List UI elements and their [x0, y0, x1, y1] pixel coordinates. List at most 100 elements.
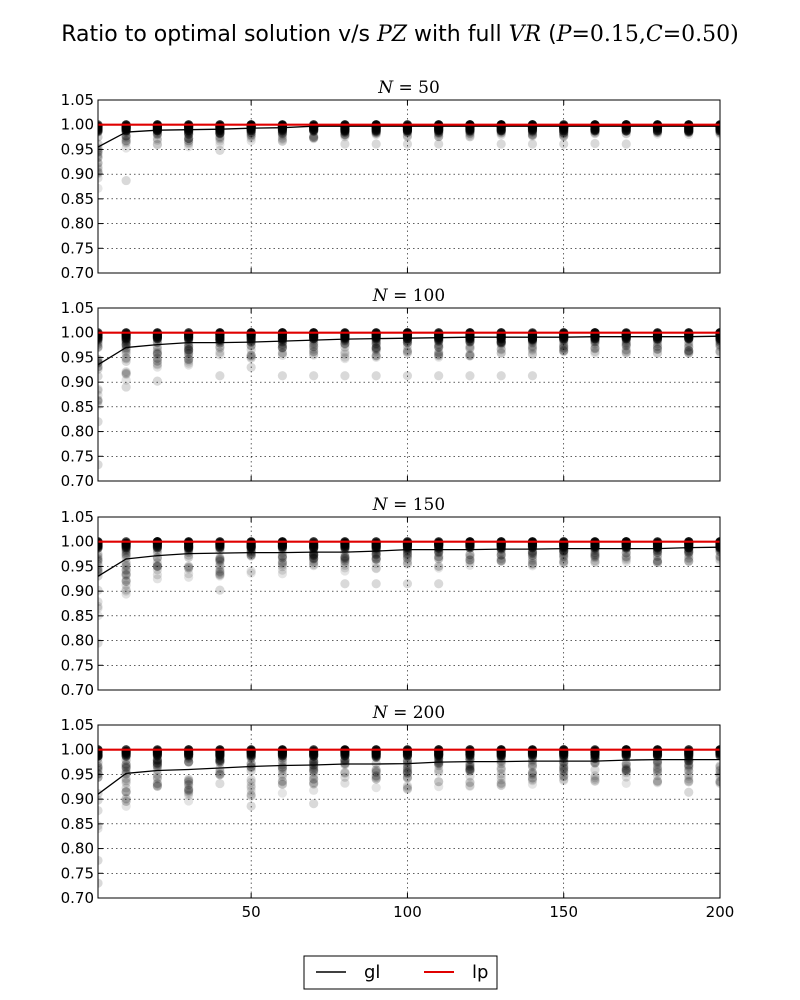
- data-point: [121, 796, 131, 807]
- data-point: [215, 126, 225, 136]
- data-point: [98, 152, 103, 162]
- data-point: [184, 349, 194, 359]
- data-point: [621, 763, 631, 773]
- data-point: [277, 334, 288, 344]
- data-point: [121, 550, 131, 560]
- data-point: [559, 763, 569, 773]
- data-point: [121, 787, 131, 797]
- data-point: [184, 774, 194, 784]
- panel-title: N = 100: [372, 286, 445, 306]
- data-point: [152, 344, 162, 354]
- data-point: [371, 767, 381, 778]
- data-point: [309, 550, 319, 560]
- data-point: [277, 779, 288, 790]
- data-point: [684, 346, 694, 357]
- panel-n-150: N = 150 0.70 0.75 0.80 0.85 0.90 0.95 1.00 1.05: [61, 495, 721, 699]
- data-point: [184, 776, 194, 786]
- data-point-outlier: [340, 579, 350, 589]
- data-point: [184, 562, 194, 572]
- data-point: [309, 779, 319, 789]
- data-point: [684, 342, 694, 352]
- data-point: [309, 344, 319, 354]
- data-point: [465, 343, 475, 353]
- data-point-outlier: [340, 139, 350, 149]
- data-point: [715, 776, 720, 786]
- data-point-outlier: [277, 371, 288, 381]
- y-tick-label: 0.95: [61, 765, 94, 783]
- data-point-outlier: [496, 371, 506, 381]
- data-point: [527, 561, 538, 571]
- panel-title-var: N: [377, 78, 394, 98]
- data-point: [152, 780, 162, 791]
- data-point: [684, 126, 694, 136]
- data-point: [340, 751, 350, 761]
- data-point: [340, 556, 350, 566]
- data-point: [184, 784, 194, 794]
- data-point: [496, 344, 506, 354]
- data-point: [98, 147, 103, 157]
- data-point: [184, 354, 194, 364]
- title-part: =0.15,: [571, 22, 645, 47]
- data-point: [277, 136, 288, 146]
- data-point: [621, 764, 631, 774]
- data-point: [246, 566, 256, 576]
- data-point: [715, 751, 720, 761]
- data-point: [590, 551, 600, 561]
- data-point: [184, 790, 194, 800]
- data-point: [621, 553, 631, 563]
- data-point: [184, 133, 194, 144]
- data-point: [559, 771, 569, 782]
- data-point: [402, 766, 413, 777]
- data-point: [621, 557, 631, 567]
- data-point: [402, 766, 413, 776]
- data-point: [98, 167, 103, 177]
- data-point: [434, 351, 444, 361]
- data-point: [246, 334, 256, 344]
- data-point-outlier: [402, 139, 413, 149]
- data-point: [309, 550, 319, 560]
- data-point: [715, 552, 720, 562]
- data-point: [184, 787, 194, 797]
- data-point-outlier: [246, 801, 256, 811]
- title-part: C: [646, 22, 663, 47]
- data-point: [715, 551, 720, 561]
- data-point: [496, 775, 506, 785]
- data-point-outlier: [559, 139, 569, 149]
- data-point: [152, 334, 162, 344]
- data-point: [121, 586, 131, 596]
- data-point: [559, 559, 569, 569]
- title-part: =0.50): [663, 22, 739, 47]
- data-point: [98, 164, 103, 174]
- data-point: [277, 133, 288, 143]
- data-point: [98, 395, 103, 405]
- data-point: [246, 777, 256, 787]
- data-point: [434, 340, 444, 351]
- data-point: [246, 352, 256, 362]
- data-point: [98, 795, 103, 805]
- data-point: [184, 354, 194, 365]
- y-tick-label: 1.05: [61, 299, 94, 317]
- data-point: [215, 554, 225, 564]
- data-point: [684, 766, 694, 776]
- data-point: [184, 126, 194, 136]
- data-point: [215, 543, 225, 553]
- y-tick-label: 0.85: [61, 398, 94, 416]
- data-point: [684, 762, 694, 773]
- data-point: [434, 347, 444, 357]
- data-point: [309, 132, 319, 143]
- data-points: [98, 537, 720, 648]
- legend-label-lp: lp: [472, 962, 488, 983]
- data-point: [434, 350, 444, 360]
- data-point: [496, 556, 506, 566]
- data-point: [465, 751, 475, 761]
- data-point: [684, 556, 694, 566]
- y-tick-label: 0.70: [61, 681, 94, 699]
- data-point: [559, 776, 569, 786]
- data-point: [652, 348, 663, 358]
- data-point: [98, 183, 103, 193]
- data-point: [98, 761, 103, 771]
- data-point: [715, 552, 720, 562]
- data-point: [246, 353, 256, 363]
- data-point: [184, 785, 194, 795]
- data-point: [715, 768, 720, 778]
